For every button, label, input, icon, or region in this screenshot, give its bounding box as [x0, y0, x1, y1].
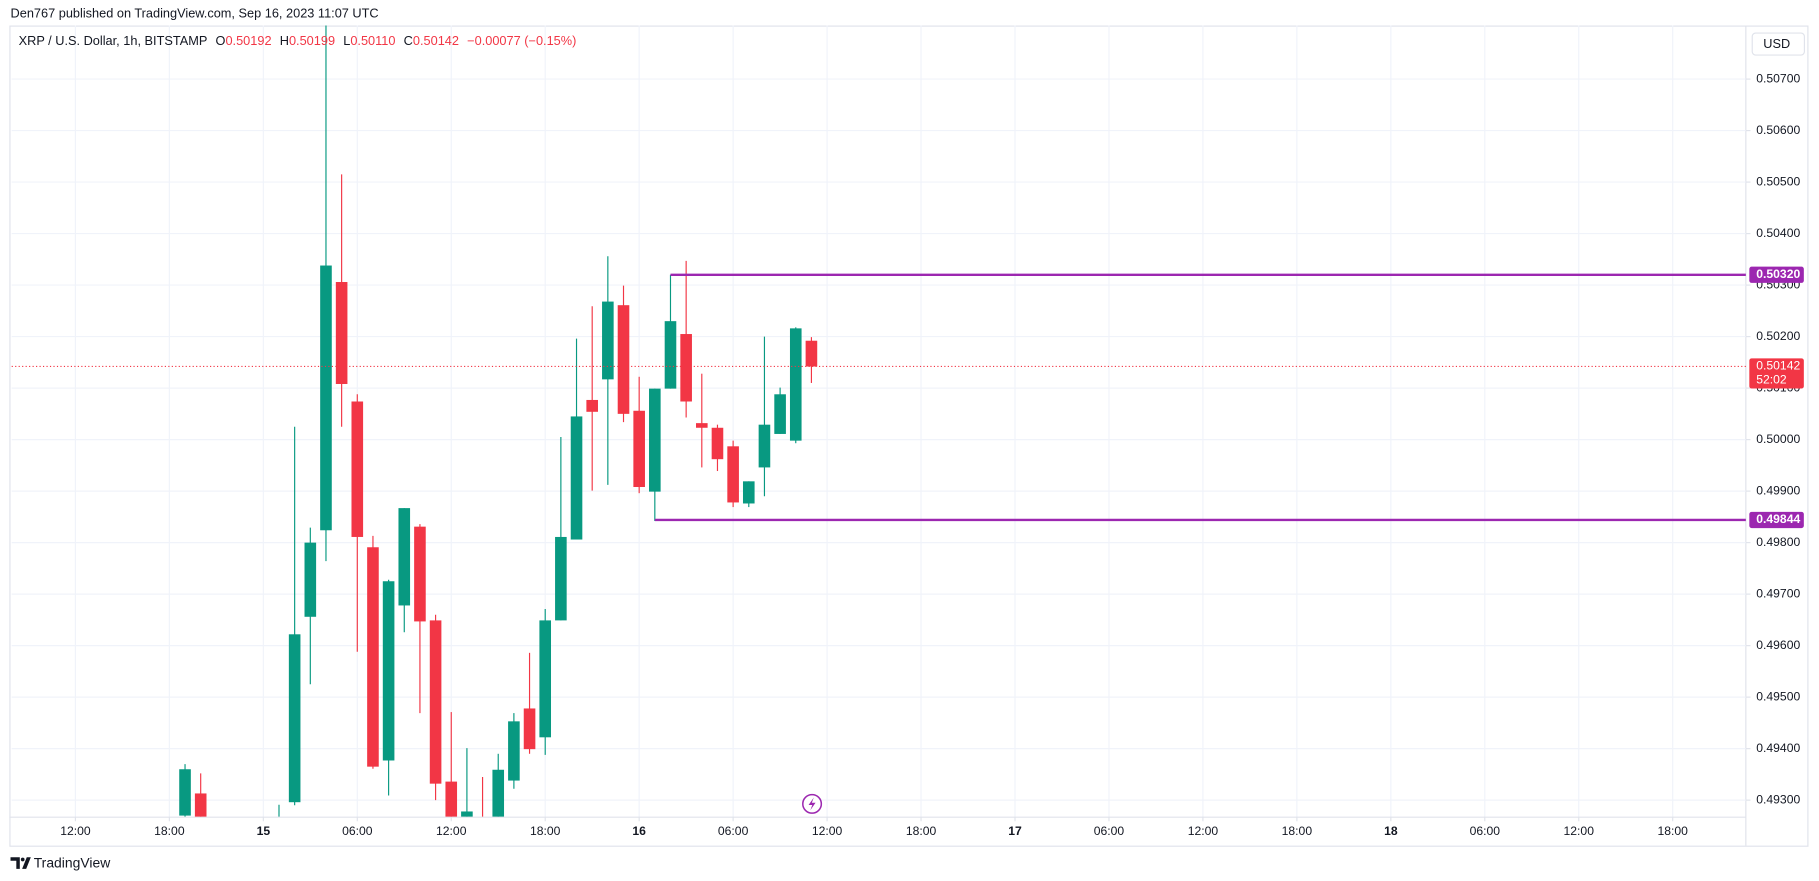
x-tick-label: 06:00	[718, 824, 749, 838]
candle-body	[633, 410, 645, 487]
candle-body	[304, 542, 317, 617]
candle-body	[789, 328, 802, 441]
y-tick-label: 0.50600	[1756, 123, 1800, 137]
candle-body	[429, 620, 442, 784]
candle-body	[414, 526, 426, 622]
change: −0.00077 (−0.15%)	[467, 33, 576, 48]
chart-frame	[9, 25, 1809, 847]
candle-body	[508, 721, 520, 781]
candle-body	[194, 793, 207, 817]
candle-body	[649, 388, 661, 492]
y-tick-label: 0.50700	[1756, 71, 1800, 85]
x-tick-label: 12:00	[436, 824, 467, 838]
candle-body	[742, 481, 755, 504]
x-tick-label: 18:00	[906, 824, 937, 838]
candle-body	[586, 399, 598, 412]
ohlc-value: 0.50192	[225, 33, 271, 48]
x-tick-label: 18:00	[1282, 824, 1313, 838]
y-tick-label: 0.49700	[1756, 586, 1800, 600]
candles	[179, 25, 818, 817]
candle-body	[696, 423, 708, 428]
x-tick-label: 18:00	[530, 824, 561, 838]
publisher-line: Den767 published on TradingView.com, Sep…	[11, 5, 379, 20]
candle-body	[461, 811, 473, 817]
candle-body	[570, 416, 583, 540]
lightning-icon[interactable]	[802, 793, 823, 814]
candle-body	[805, 340, 818, 367]
candle-body	[758, 424, 771, 468]
candle-body	[680, 334, 692, 402]
level-label: 0.49844	[1756, 512, 1800, 526]
candle-body	[555, 536, 567, 621]
symbol: XRP / U.S. Dollar, 1h, BITSTAMP	[19, 33, 208, 48]
y-tick-label: 0.49600	[1756, 638, 1800, 652]
candle-body	[367, 547, 379, 767]
y-tick-label: 0.49500	[1756, 689, 1800, 703]
candle-body	[727, 446, 739, 503]
level-tag	[1749, 511, 1804, 529]
candle-body	[351, 401, 364, 537]
y-tick-label: 0.49300	[1756, 792, 1800, 806]
candle-body	[664, 321, 677, 389]
y-tick-label: 0.49400	[1756, 741, 1800, 755]
grid: 0.49300 0.49400 0.49500 0.49600 0.49700 0.498…	[11, 25, 1800, 838]
candle-body	[288, 634, 301, 803]
candle-body	[320, 265, 332, 531]
candle-body	[179, 769, 191, 816]
currency[interactable]: USD	[1763, 36, 1790, 51]
ohlc-key: L	[343, 33, 350, 48]
ohlc-key: O	[216, 33, 226, 48]
candle-body	[602, 301, 614, 380]
level-label: 0.50320	[1756, 267, 1800, 281]
candle-body	[398, 508, 411, 606]
candle-body	[335, 282, 348, 384]
candle-body	[492, 769, 505, 817]
footer-brand: TradingView	[34, 854, 111, 870]
candle-body	[617, 305, 630, 414]
symbol-legend: XRP / U.S. Dollar, 1h, BITSTAMP O0.50192…	[19, 33, 577, 48]
candle-body	[539, 620, 552, 738]
last-price-label: 0.50142	[1756, 359, 1800, 373]
y-tick-label: 0.50500	[1756, 174, 1800, 188]
candle-body	[445, 781, 458, 817]
level-tag	[1749, 266, 1804, 283]
y-tick-label: 0.50200	[1756, 329, 1800, 343]
last-price-tag	[1749, 358, 1804, 389]
currency-button[interactable]	[1751, 32, 1805, 56]
x-tick-label: 12:00	[60, 824, 91, 838]
x-tick-label: 15	[257, 824, 271, 838]
x-tick-label: 18:00	[1657, 824, 1688, 838]
candle-body	[523, 708, 536, 750]
candle-body	[382, 581, 395, 761]
y-tick-label: 0.49900	[1756, 483, 1800, 497]
y-tick-label: 0.49800	[1756, 535, 1800, 549]
ohlc-key: H	[280, 33, 289, 48]
y-tick-label: 0.50400	[1756, 226, 1800, 240]
x-tick-label: 12:00	[1564, 824, 1595, 838]
ohlc-value: 0.50110	[350, 33, 395, 48]
ohlc-key: C	[404, 33, 413, 48]
x-tick-label: 12:00	[1188, 824, 1219, 838]
x-tick-label: 12:00	[812, 824, 843, 838]
x-tick-label: 06:00	[1470, 824, 1501, 838]
x-tick-label: 18:00	[154, 824, 185, 838]
x-tick-label: 17	[1008, 824, 1022, 838]
countdown-label: 52:02	[1756, 373, 1787, 387]
x-tick-label: 16	[632, 824, 646, 838]
candle-body	[774, 394, 786, 434]
x-tick-label: 06:00	[1094, 824, 1125, 838]
ohlc-value: 0.50199	[289, 33, 335, 48]
y-tick-label: 0.50000	[1756, 432, 1800, 446]
x-tick-label: 06:00	[342, 824, 373, 838]
tradingview-logo	[10, 857, 31, 869]
x-tick-label: 18	[1384, 824, 1398, 838]
ohlc-value: 0.50142	[413, 33, 459, 48]
candle-body	[711, 427, 724, 460]
